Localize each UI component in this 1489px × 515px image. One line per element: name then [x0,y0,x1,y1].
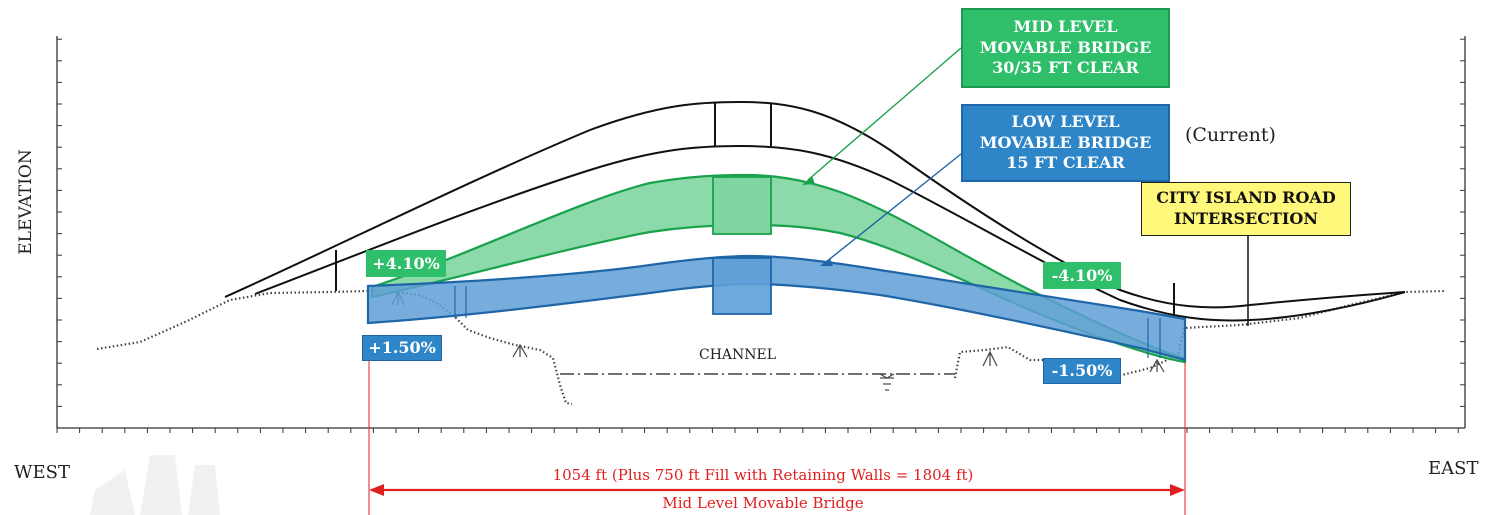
current-bridge [224,100,1406,326]
mid-level-line3: 30/35 FT CLEAR [992,58,1139,78]
current-label: (Current) [1185,124,1276,146]
west-label: WEST [14,462,70,483]
low-level-bridge [366,254,1187,362]
water-surface-symbol [879,373,895,391]
city-island-line1: CITY ISLAND ROAD [1156,188,1336,208]
mid-level-line2: MOVABLE BRIDGE [979,37,1152,57]
low-level-line2: MOVABLE BRIDGE [979,132,1152,152]
elevation-axis-label: ELEVATION [16,149,36,255]
mid-level-bridge-label: MID LEVEL MOVABLE BRIDGE 30/35 FT CLEAR [961,8,1170,88]
east-label: EAST [1428,458,1479,479]
dimension-bridge-label: Mid Level Movable Bridge [662,494,864,512]
watermark [90,455,220,515]
grade-mid-east: -4.10% [1043,262,1121,289]
low-level-bridge-label: LOW LEVEL MOVABLE BRIDGE 15 FT CLEAR [961,104,1170,182]
mid-level-line1: MID LEVEL [1013,16,1118,36]
span-dimension [368,342,1186,515]
low-level-line1: LOW LEVEL [1011,111,1120,131]
city-island-line2: INTERSECTION [1174,209,1318,228]
grade-low-east: -1.50% [1043,358,1121,384]
dimension-length-label: 1054 ft (Plus 750 ft Fill with Retaining… [552,466,974,484]
city-island-road-label: CITY ISLAND ROAD INTERSECTION [1141,182,1351,236]
low-level-line3: 15 FT CLEAR [1006,153,1125,173]
leader-lines [802,47,962,266]
mid-level-leader [807,47,962,181]
axis-ticks [56,38,1465,433]
channel-label: CHANNEL [699,347,777,363]
grade-low-west: +1.50% [362,335,442,361]
grade-mid-west: +4.10% [366,250,446,277]
axes [56,36,1466,429]
low-level-leader [825,153,962,263]
